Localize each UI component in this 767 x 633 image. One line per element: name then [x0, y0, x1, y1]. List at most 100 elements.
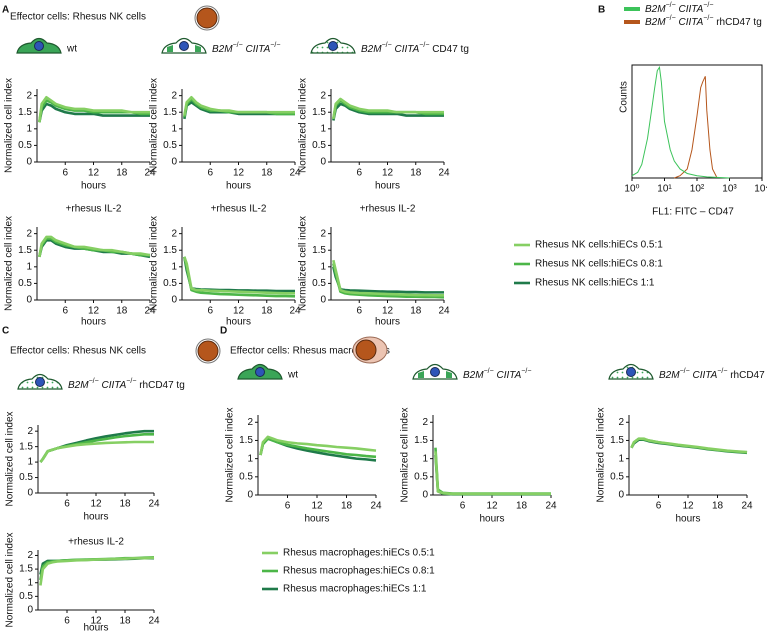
x-tick-label: 12 [382, 168, 394, 179]
y-tick-label: 0 [320, 157, 326, 168]
x-tick-label: 24 [148, 616, 160, 627]
y-axis-label: Normalized cell index [5, 411, 16, 506]
x-axis-label: hours [304, 514, 329, 525]
legend-label: Rhesus macrophages:hiECs 1:1 [283, 584, 427, 595]
x-tick-label: 18 [119, 616, 131, 627]
y-tick-label: 1.5 [414, 435, 428, 446]
x-tick-label: 24 [144, 306, 156, 317]
y-tick-label: 0 [27, 605, 33, 616]
y-axis-label: Normalized cell index [298, 78, 309, 173]
x-tick-label: 18 [261, 168, 273, 179]
x-axis-label: hours [226, 181, 251, 192]
panel-heading: Effector cells: Rhesus NK cells [10, 12, 146, 23]
x-tick-label: 6 [64, 499, 70, 510]
y-tick-label: 1 [320, 123, 326, 134]
cell-icon [167, 45, 201, 52]
x-axis-label: hours [81, 317, 106, 328]
series-line [630, 437, 748, 454]
x-tick-label: 6 [656, 501, 662, 512]
effector-icon [196, 7, 218, 29]
legend-label: Rhesus macrophages:hiECs 0.5:1 [283, 548, 435, 559]
series-line [38, 96, 150, 123]
panel-label: C [2, 326, 9, 337]
x-tick-label: 12 [233, 306, 245, 317]
x-tick-label: 6 [64, 616, 70, 627]
y-tick-label: 2 [618, 417, 624, 428]
x-tick-label: 12 [90, 499, 102, 510]
y-tick-label: 0.5 [18, 140, 32, 151]
y-axis-label: Normalized cell index [5, 532, 16, 627]
y-tick-label: 0.5 [18, 278, 32, 289]
y-tick-label: 0 [171, 157, 177, 168]
y-tick-label: 2 [26, 228, 32, 239]
series-line [259, 437, 377, 459]
x-tick-label: 24 [289, 168, 301, 179]
y-axis-label: Normalized cell index [4, 78, 15, 173]
x-tick-label: 6 [207, 168, 213, 179]
histogram-line [674, 76, 718, 179]
x-axis-label: FL1: FITC – CD47 [652, 207, 734, 218]
x-axis-label: hours [375, 181, 400, 192]
x-tick-label: 12 [486, 501, 498, 512]
genotype-label: B2M−/− CIITA−/− rhCD47 tg [68, 378, 185, 391]
x-tick-label: 12 [233, 168, 245, 179]
legend-label: Rhesus NK cells:hiECs 0.5:1 [535, 240, 663, 251]
y-tick-label: 1.5 [312, 107, 326, 118]
y-tick-label: 0.5 [163, 278, 177, 289]
y-tick-label: 1 [171, 261, 177, 272]
panel-label: B [598, 5, 605, 16]
y-tick-label: 0.5 [163, 140, 177, 151]
x-tick-label: 18 [712, 501, 724, 512]
legend-label: Rhesus NK cells:hiECs 0.8:1 [535, 259, 663, 270]
y-tick-label: 0.5 [239, 471, 253, 482]
y-tick-label: 2 [247, 417, 253, 428]
y-tick-label: 1 [26, 261, 32, 272]
x-tick-label: 6 [356, 168, 362, 179]
x-axis-label: hours [375, 317, 400, 328]
y-tick-label: 0 [27, 488, 33, 499]
x-tick-label: 6 [285, 501, 291, 512]
x-tick-label: 12 [311, 501, 323, 512]
genotype-label: B2M−/− CIITA−/− [212, 42, 280, 55]
x-tick-label: 12 [682, 501, 694, 512]
x-tick-label: 10⁰ [624, 184, 639, 195]
x-axis-label: hours [81, 181, 106, 192]
y-tick-label: 0 [26, 295, 32, 306]
annotation: +rhesus IL-2 [68, 537, 124, 548]
y-tick-label: 2 [27, 426, 33, 437]
x-tick-label: 6 [62, 306, 68, 317]
x-tick-label: 18 [261, 306, 273, 317]
effector-icon [197, 340, 219, 362]
y-tick-label: 2 [320, 90, 326, 101]
y-axis-label: Normalized cell index [400, 407, 411, 502]
legend-label: B2M−/− CIITA−/− rhCD47 tg [645, 15, 762, 28]
y-tick-label: 1.5 [163, 107, 177, 118]
series-line [259, 435, 377, 456]
series-line [332, 97, 444, 120]
y-tick-label: 1 [27, 577, 33, 588]
y-tick-label: 1.5 [610, 435, 624, 446]
series-line [332, 102, 444, 121]
cell-icon [418, 371, 452, 378]
x-tick-label: 10¹ [657, 184, 672, 195]
y-tick-label: 0 [618, 490, 624, 501]
y-tick-label: 0 [26, 157, 32, 168]
y-tick-label: 1 [422, 453, 428, 464]
y-tick-label: 0 [171, 295, 177, 306]
legend-label: B2M−/− CIITA−/− [645, 2, 713, 15]
legend-label: Rhesus NK cells:hiECs 1:1 [535, 278, 655, 289]
y-tick-label: 1 [247, 453, 253, 464]
y-tick-label: 0.5 [414, 471, 428, 482]
x-tick-label: 12 [88, 306, 100, 317]
x-tick-label: 12 [90, 616, 102, 627]
effector-icon [355, 339, 377, 361]
y-tick-label: 1 [27, 457, 33, 468]
y-tick-label: 0 [422, 490, 428, 501]
y-axis-label: Normalized cell index [149, 78, 160, 173]
legend-label: Rhesus macrophages:hiECs 0.8:1 [283, 566, 435, 577]
x-axis-label: hours [675, 514, 700, 525]
genotype-label: wt [66, 44, 77, 55]
x-tick-label: 24 [289, 306, 301, 317]
cell-nucleus [626, 367, 636, 377]
